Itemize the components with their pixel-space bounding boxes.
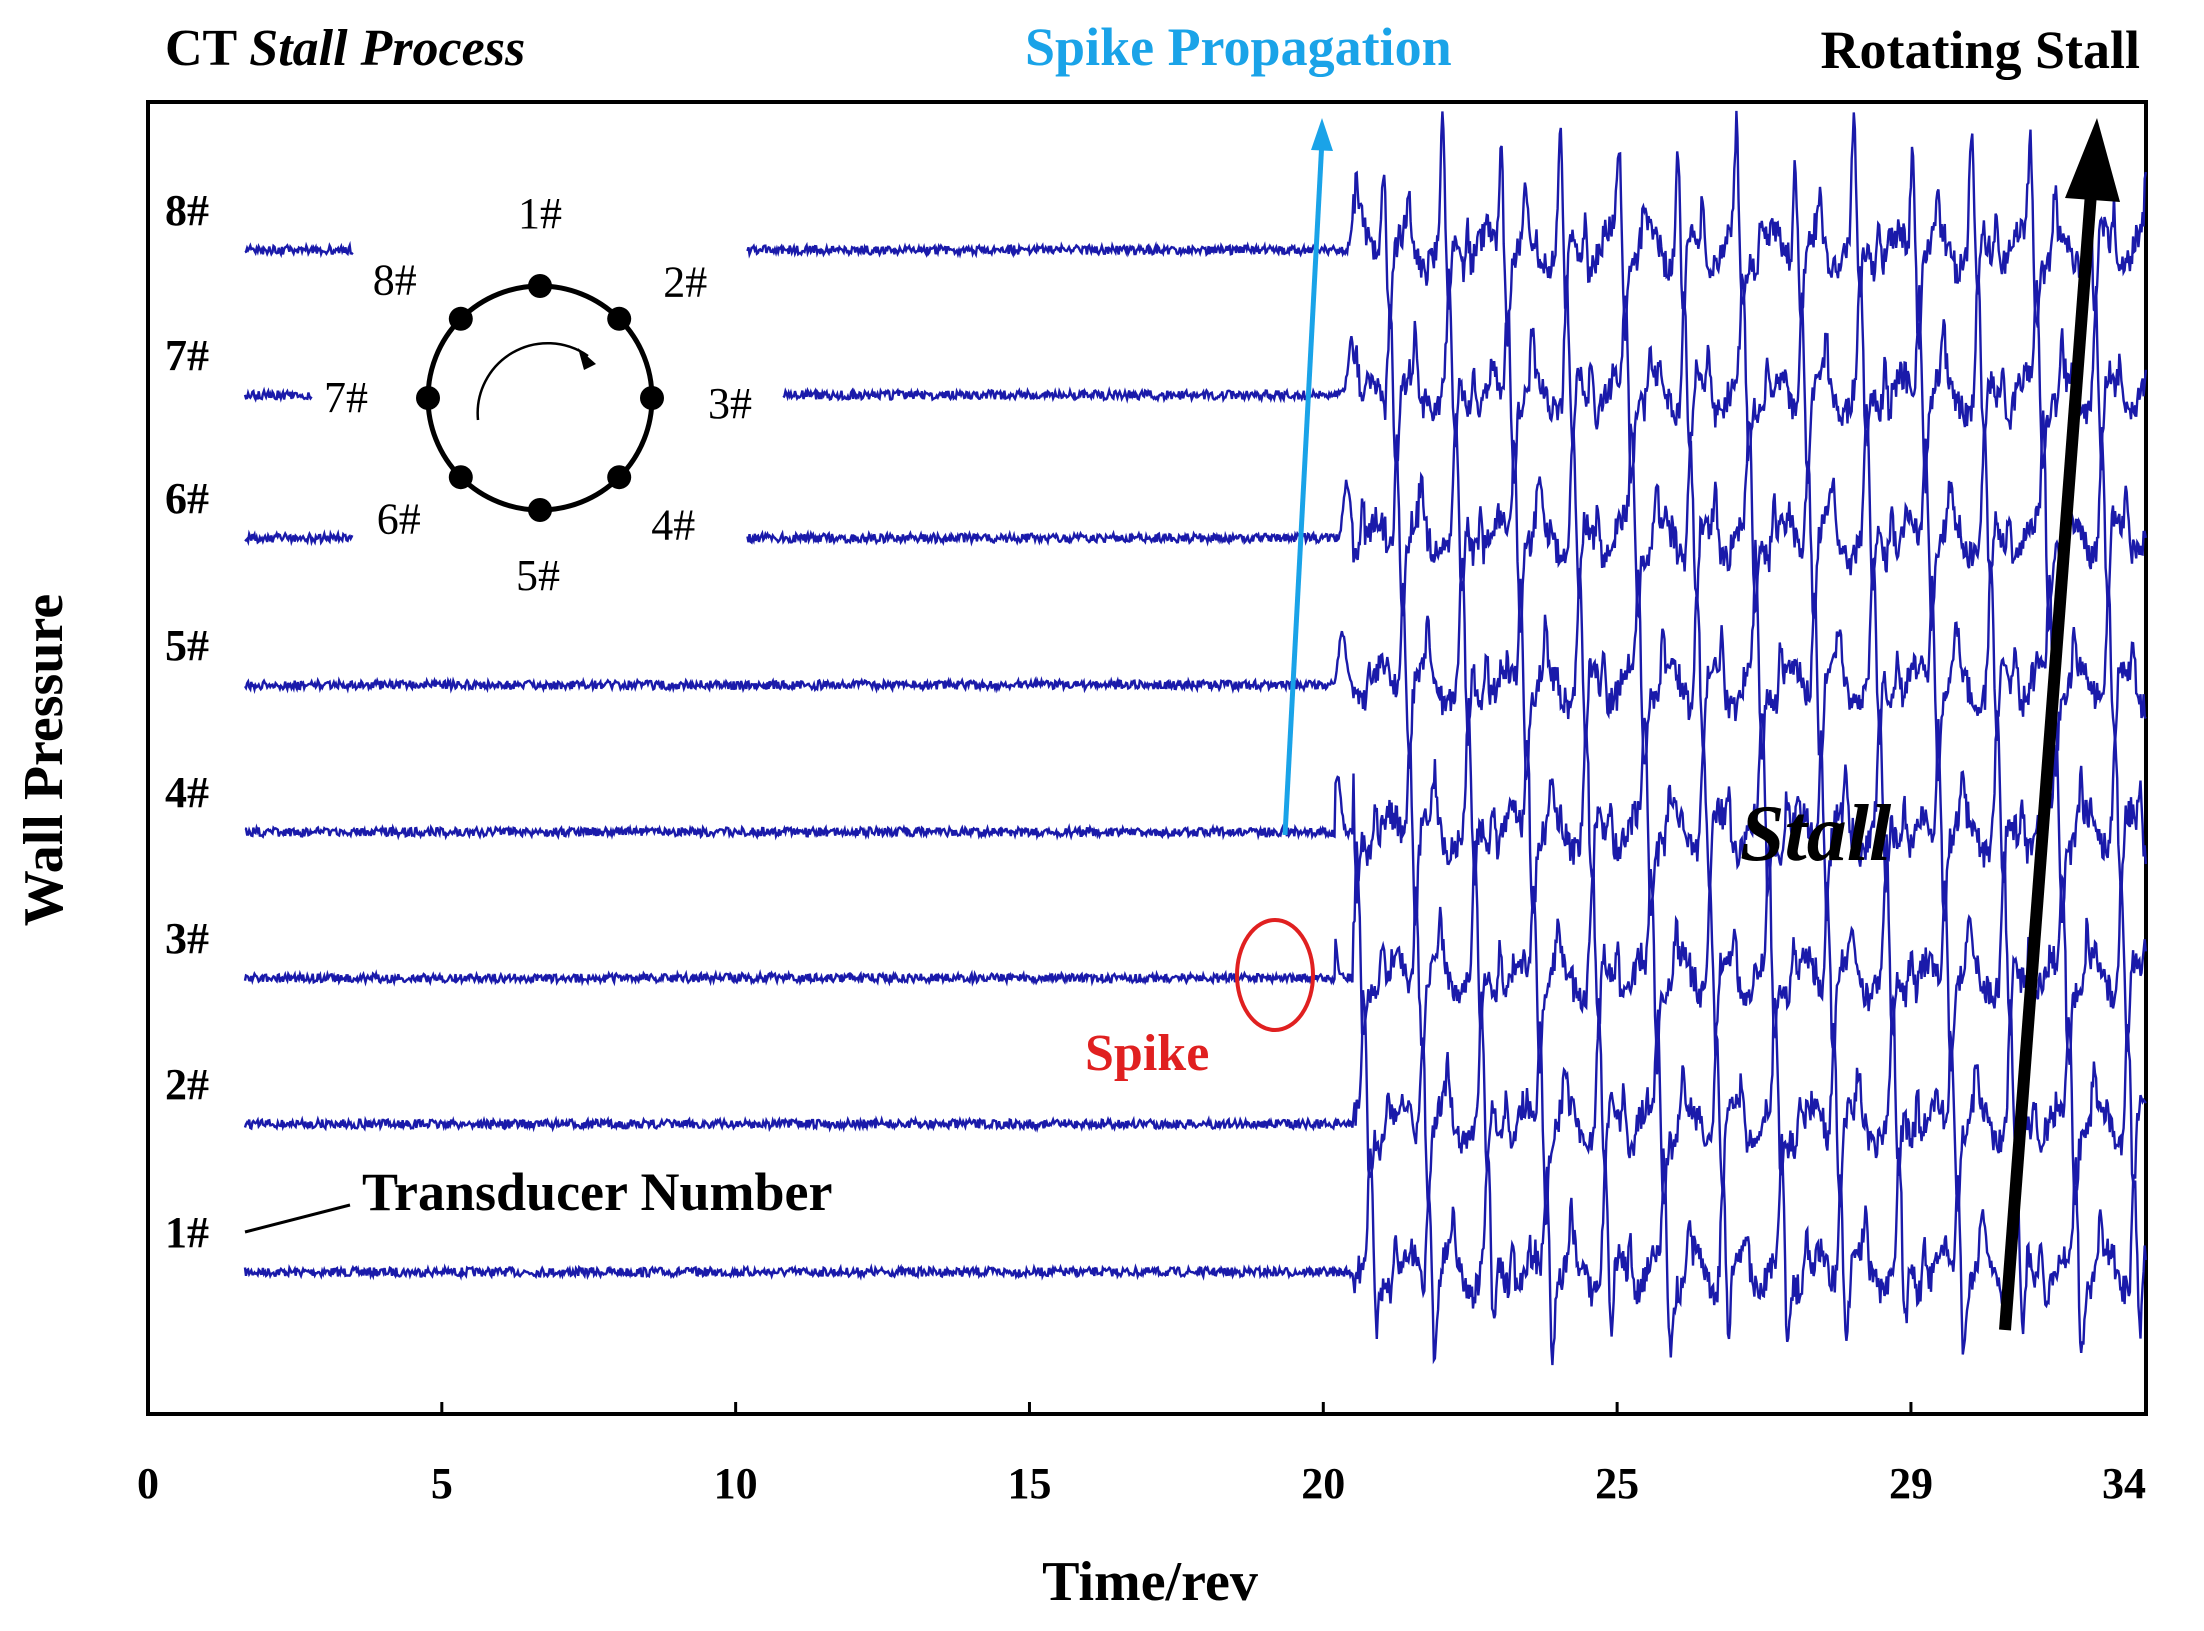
title-prefix: CT	[165, 20, 237, 77]
trace-group	[243, 110, 2147, 1366]
spike-label: Spike	[1085, 1025, 1209, 1082]
inset-label-3: 3#	[708, 379, 752, 428]
transducer-dot-5	[528, 498, 552, 522]
rotation-arrowhead	[578, 348, 596, 370]
transducer-dot-3	[640, 386, 664, 410]
rotation-arrow-curve	[476, 341, 589, 421]
x-tick-label: 10	[714, 1459, 758, 1508]
transducer-layout-inset: 1# 2# 3# 4# 5# 6# 7# 8#	[324, 189, 752, 600]
stall-arrow	[1999, 118, 2120, 1331]
inset-label-7: 7#	[324, 373, 368, 422]
trace-3	[243, 834, 2147, 1075]
transducer-callout-line	[244, 1203, 351, 1234]
trace-4	[244, 698, 2147, 926]
channel-label-6: 6#	[165, 474, 209, 523]
trace-8	[244, 110, 2147, 350]
inset-label-6: 6#	[377, 494, 421, 543]
channel-label-1: 1#	[165, 1208, 209, 1257]
spike-propagation-arrow	[1282, 118, 1333, 836]
x-tick-label: 0	[137, 1459, 159, 1508]
channel-label-7: 7#	[165, 331, 209, 380]
chart-title: CT Stall Process	[165, 20, 525, 77]
inset-label-5: 5#	[516, 551, 560, 600]
transducer-dot-6	[448, 465, 473, 490]
transducer-number-label: Transducer Number	[362, 1162, 833, 1222]
inset-label-1: 1#	[518, 189, 562, 238]
transducer-dot-8	[448, 306, 473, 331]
channel-label-4: 4#	[165, 768, 209, 817]
transducer-dot-2	[607, 306, 632, 331]
channel-label-5: 5#	[165, 621, 209, 670]
channel-labels: 1# 2# 3# 4# 5# 6# 7# 8#	[165, 186, 209, 1257]
inset-label-2: 2#	[663, 258, 707, 307]
x-tick-label: 5	[431, 1459, 453, 1508]
transducer-dot-4	[607, 465, 632, 490]
trace-6	[244, 404, 2147, 634]
rotating-stall-label: Rotating Stall	[1820, 20, 2140, 80]
x-tick-label: 29	[1889, 1459, 1933, 1508]
x-tick-label: 34	[2102, 1459, 2146, 1508]
inset-label-4: 4#	[651, 500, 695, 549]
transducer-dot-1	[528, 274, 552, 298]
spike-propagation-label: Spike Propagation	[1025, 17, 1452, 77]
trace-1	[243, 1133, 2147, 1366]
x-tick-label: 25	[1595, 1459, 1639, 1508]
stall-label: Stall	[1740, 790, 1892, 878]
inset-label-8: 8#	[373, 256, 417, 305]
title-italic: Stall Process	[249, 20, 525, 77]
spike-marker-circle	[1235, 918, 1315, 1032]
plot-frame	[146, 100, 2148, 1416]
channel-label-8: 8#	[165, 186, 209, 235]
x-axis-ticks: 0 5 10 15 20 25 29 34	[137, 1402, 2148, 1508]
trace-7	[243, 266, 2147, 494]
channel-label-3: 3#	[165, 914, 209, 963]
trace-2	[243, 990, 2147, 1226]
trace-5	[243, 539, 2147, 782]
y-axis-label: Wall Pressure	[13, 594, 75, 926]
x-tick-label: 20	[1301, 1459, 1345, 1508]
x-tick-label: 15	[1007, 1459, 1051, 1508]
x-axis-label: Time/rev	[1042, 1551, 1258, 1613]
transducer-dot-7	[416, 386, 440, 410]
channel-label-2: 2#	[165, 1060, 209, 1109]
